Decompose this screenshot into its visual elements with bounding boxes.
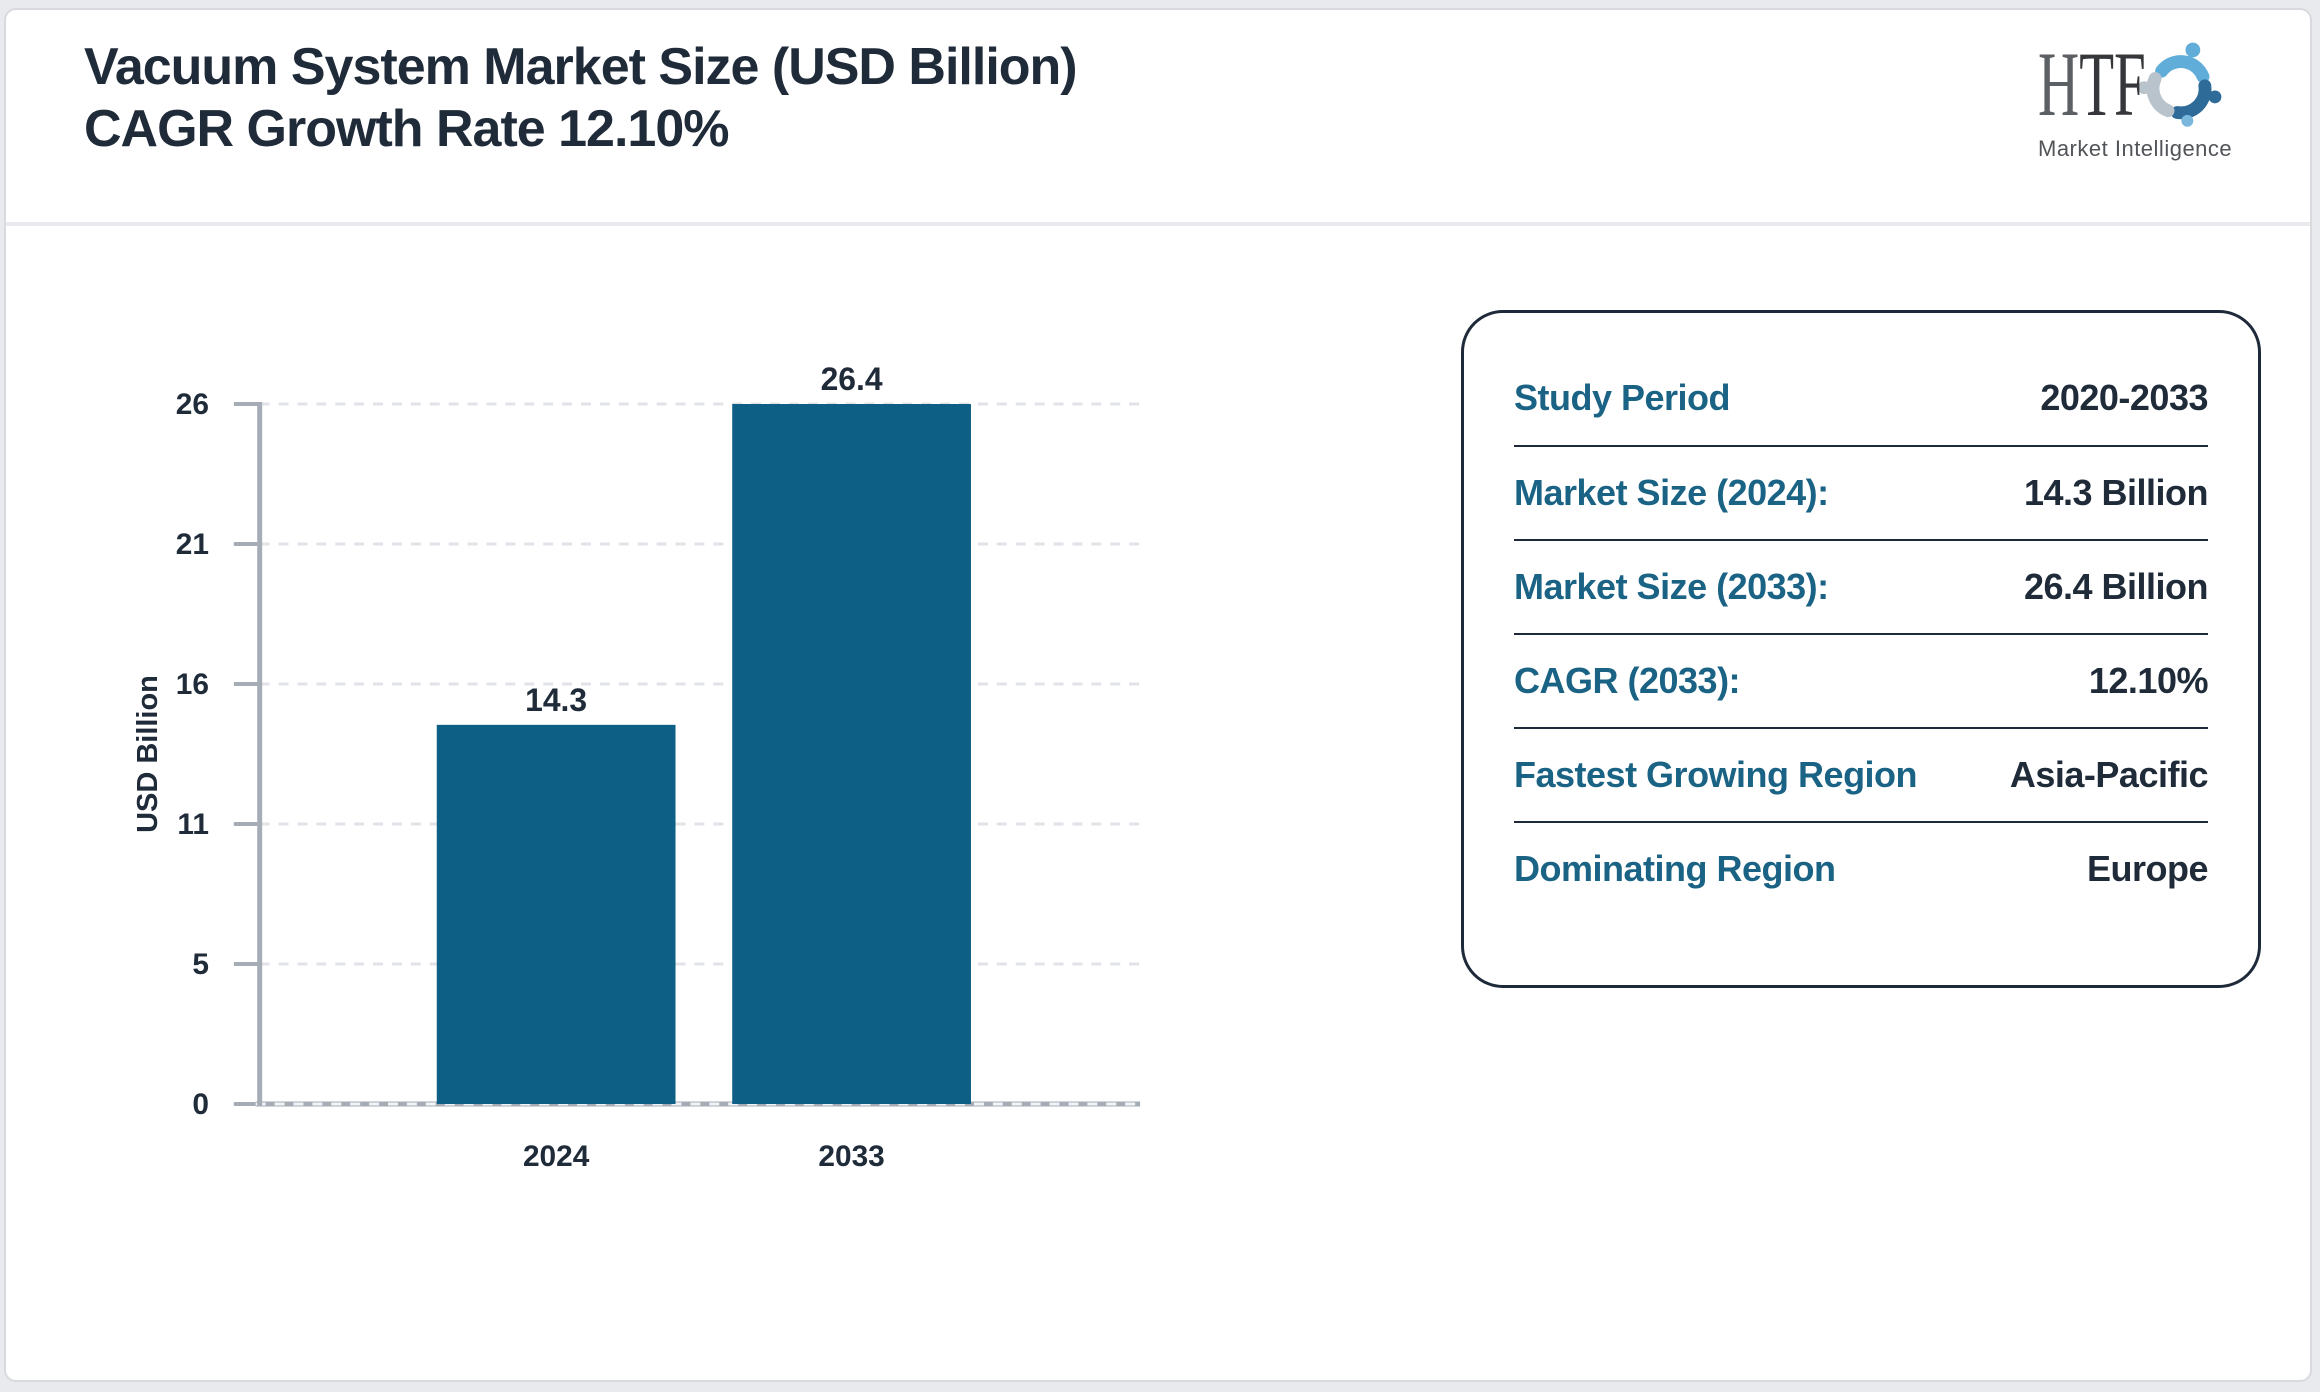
info-value: Europe (2086, 848, 2209, 889)
htf-monogram: HTF (2038, 38, 2146, 130)
htf-monogram-tf: TF (2079, 33, 2146, 135)
bar-2033 (732, 404, 971, 1104)
bar-chart: 0 5 11 16 21 26 USD Billion 14.3 2024 26.4 2033 (6, 226, 2310, 1380)
htf-logo: HTF Market Intelligence (2038, 38, 2258, 162)
page-title-line2: CAGR Growth Rate 12.10% (84, 100, 729, 158)
y-tick-label: 21 (176, 528, 209, 561)
info-label: CAGR (2033): (1514, 660, 1741, 701)
htf-monogram-h: H (2038, 33, 2080, 135)
bar-value-label: 26.4 (821, 361, 883, 397)
report-card: Vacuum System Market Size (USD Billion) … (4, 8, 2312, 1382)
info-label: Fastest Growing Region (1514, 754, 1918, 795)
info-value: 2020-2033 (2040, 377, 2208, 418)
page-title-line1: Vacuum System Market Size (USD Billion) (84, 38, 1078, 96)
x-tick-label: 2024 (523, 1140, 590, 1173)
htf-logo-subtitle: Market Intelligence (2038, 136, 2233, 161)
y-tick-label: 0 (192, 1088, 209, 1121)
info-label: Market Size (2033): (1514, 566, 1829, 607)
x-tick-label: 2033 (818, 1140, 884, 1173)
htf-logo-top: HTF (2038, 38, 2258, 134)
info-row-study-period: Study Period 2020-2033 (1514, 351, 2208, 445)
info-row-dominating-region: Dominating Region Europe (1514, 821, 2209, 915)
y-axis-title: USD Billion (132, 675, 164, 833)
htf-swirl-icon (2137, 42, 2222, 127)
info-row-market-size-2024: Market Size (2024): 14.3 Billion (1514, 445, 2209, 539)
bar-2024 (436, 724, 676, 1104)
y-tick-label: 11 (177, 808, 209, 841)
y-tick-label: 26 (176, 388, 209, 421)
info-row-market-size-2033: Market Size (2033): 26.4 Billion (1514, 539, 2209, 633)
y-tick-label: 5 (192, 948, 209, 981)
bar-chart-svg: 0 5 11 16 21 26 USD Billion 14.3 2024 26.4 2033 (132, 361, 1141, 1173)
info-label: Market Size (2024): (1514, 472, 1829, 513)
info-row-cagr-2033: CAGR (2033): 12.10% (1514, 633, 2209, 727)
info-value: 14.3 Billion (2023, 472, 2209, 513)
info-value: 26.4 Billion (2023, 566, 2209, 607)
page-title: Vacuum System Market Size (USD Billion) … (84, 36, 1078, 160)
info-label: Dominating Region (1514, 848, 1836, 889)
info-value: Asia-Pacific (2009, 754, 2209, 795)
market-info-card: Study Period 2020-2033 Market Size (2024):… (1461, 310, 2261, 988)
report-header: Vacuum System Market Size (USD Billion) … (6, 10, 2310, 226)
info-value: 12.10% (2088, 660, 2209, 701)
info-row-fastest-growing-region: Fastest Growing Region Asia-Pacific (1514, 727, 2209, 821)
y-tick-label: 16 (176, 668, 209, 701)
info-label: Study Period (1514, 377, 1731, 418)
report-body: 0 5 11 16 21 26 USD Billion 14.3 2024 26.4 2033 St… (6, 226, 2310, 1380)
bar-value-label: 14.3 (525, 682, 587, 718)
